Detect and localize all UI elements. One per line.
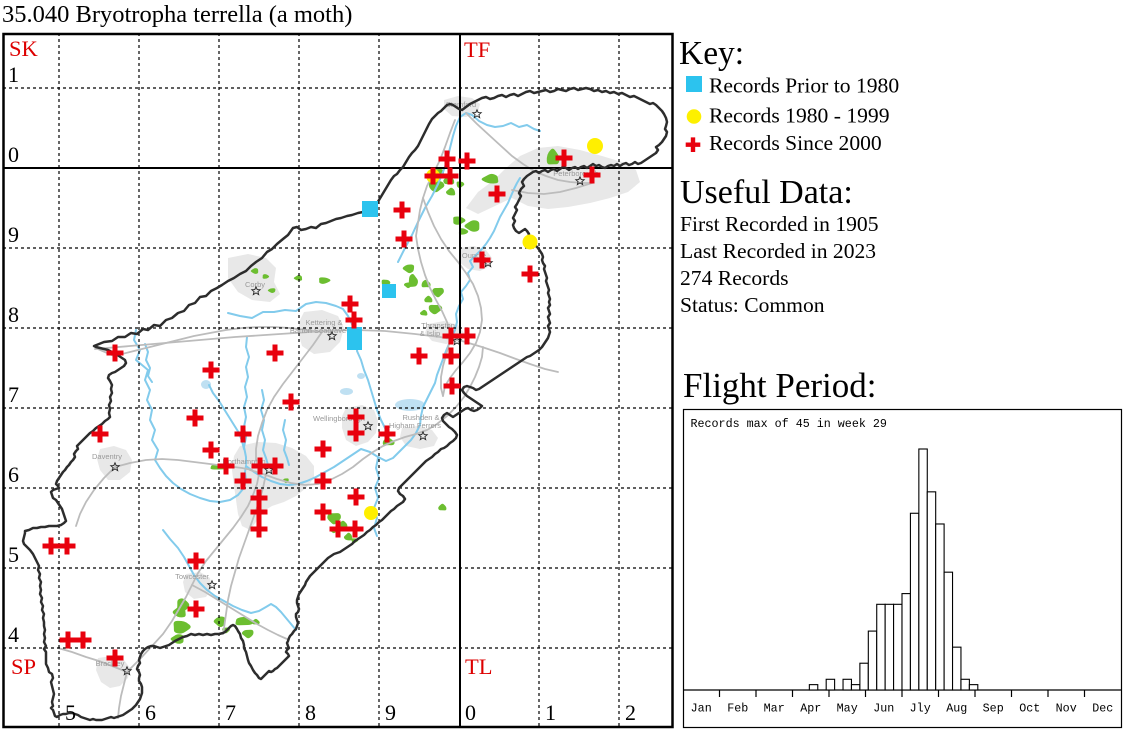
svg-text:0: 0 [8, 142, 19, 167]
svg-text:SK: SK [9, 36, 39, 61]
svg-text:Records max of 45 in week 29: Records max of 45 in week 29 [691, 417, 887, 431]
svg-text:Last Recorded in 2023: Last Recorded in 2023 [680, 239, 876, 263]
svg-text:TF: TF [464, 37, 490, 62]
svg-text:TL: TL [465, 654, 493, 679]
svg-text:Rushden &: Rushden & [402, 413, 439, 422]
svg-text:Apr: Apr [800, 702, 821, 716]
svg-text:6: 6 [145, 700, 156, 725]
svg-text:1: 1 [8, 62, 19, 87]
svg-text:SP: SP [11, 654, 36, 679]
svg-text:Useful Data:: Useful Data: [680, 174, 853, 211]
svg-text:Records Prior to 1980: Records Prior to 1980 [709, 74, 899, 98]
svg-text:7: 7 [225, 700, 236, 725]
svg-text:274 Records: 274 Records [680, 266, 789, 290]
svg-text:Key:: Key: [679, 35, 744, 72]
svg-text:Flight Period:: Flight Period: [683, 366, 877, 405]
svg-text:Nov: Nov [1056, 702, 1077, 716]
svg-text:7: 7 [8, 382, 19, 407]
svg-text:4: 4 [8, 622, 19, 647]
svg-text:Oct: Oct [1019, 702, 1040, 716]
svg-text:Corby: Corby [245, 280, 265, 289]
svg-text:Feb: Feb [727, 702, 748, 716]
svg-text:Dec: Dec [1092, 702, 1113, 716]
svg-text:2: 2 [625, 700, 636, 725]
svg-text:0: 0 [465, 700, 476, 725]
svg-text:May: May [837, 702, 858, 716]
svg-text:Wellingborough: Wellingborough [313, 414, 365, 423]
svg-text:Towcester: Towcester [175, 572, 209, 581]
svg-text:6: 6 [8, 462, 19, 487]
svg-text:Jan: Jan [691, 702, 712, 716]
svg-text:9: 9 [385, 700, 396, 725]
svg-text:35.040 Bryotropha terrella (a: 35.040 Bryotropha terrella (a moth) [2, 1, 352, 28]
svg-text:Northampton: Northampton [222, 457, 265, 466]
svg-text:Brackley: Brackley [96, 659, 125, 668]
svg-text:8: 8 [8, 302, 19, 327]
svg-text:Aug: Aug [946, 702, 967, 716]
svg-text:5: 5 [65, 700, 76, 725]
svg-text:Sep: Sep [983, 702, 1004, 716]
svg-text:Jun: Jun [873, 702, 894, 716]
svg-text:Status: Common: Status: Common [680, 293, 825, 317]
svg-text:1: 1 [545, 700, 556, 725]
svg-text:Records Since 2000: Records Since 2000 [709, 131, 882, 155]
svg-text:& Islip: & Islip [420, 329, 440, 338]
svg-text:Higham Ferrers: Higham Ferrers [389, 421, 441, 430]
svg-text:Jly: Jly [910, 702, 931, 716]
svg-text:Mar: Mar [764, 702, 785, 716]
svg-text:Oundle: Oundle [462, 251, 486, 260]
svg-text:8: 8 [305, 700, 316, 725]
svg-text:5: 5 [8, 542, 19, 567]
svg-text:First Recorded in 1905: First Recorded in 1905 [680, 212, 879, 236]
svg-text:Records 1980 - 1999: Records 1980 - 1999 [709, 104, 890, 128]
svg-text:Peterborough: Peterborough [553, 169, 598, 178]
svg-text:Thrapston: Thrapston [421, 321, 455, 330]
svg-text:9: 9 [8, 222, 19, 247]
svg-text:Daventry: Daventry [92, 452, 122, 461]
svg-text:Kettering &: Kettering & [305, 318, 342, 327]
svg-text:Barton Seagrave: Barton Seagrave [290, 326, 346, 335]
